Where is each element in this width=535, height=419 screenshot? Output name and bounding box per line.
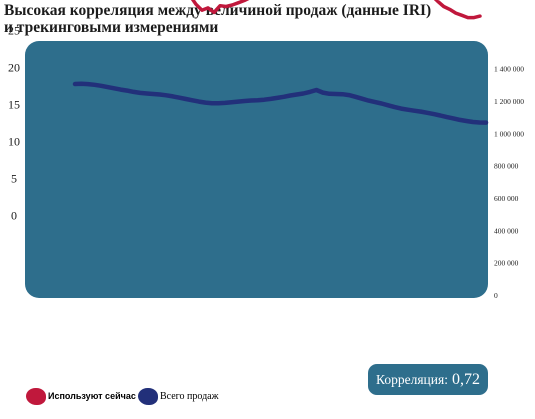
right-tick-label: 600 000 xyxy=(494,194,519,203)
left-tick-label: 25 xyxy=(8,23,20,37)
right-tick-label: 0 xyxy=(494,291,498,300)
right-tick-label: 400 000 xyxy=(494,226,519,235)
left-tick-label: 10 xyxy=(8,134,20,148)
right-tick-label: 1 200 000 xyxy=(494,97,524,106)
correlation-badge: Корреляция: 0,72 xyxy=(368,364,488,395)
legend-swatch-used-now xyxy=(26,387,46,405)
left-tick-label: 0 xyxy=(11,208,17,222)
series-line-total-sales xyxy=(72,81,489,125)
correlation-value: 0,72 xyxy=(451,370,480,388)
legend-label-used-now: Используют сейчас xyxy=(48,391,136,401)
legend-swatch-total-sales xyxy=(138,387,158,405)
legend-item-used-now: Используют сейчас xyxy=(26,384,136,408)
left-tick-label: 15 xyxy=(8,97,20,111)
series-line-used-now xyxy=(190,0,482,20)
right-tick-label: 200 000 xyxy=(494,259,519,268)
right-tick-label: 800 000 xyxy=(494,162,519,171)
left-tick-label: 20 xyxy=(8,60,20,74)
legend-label-total-sales: Всего продаж xyxy=(160,390,219,402)
left-tick-label: 5 xyxy=(11,171,17,185)
correlation-label: Корреляция: xyxy=(376,371,448,387)
plot-area xyxy=(25,41,488,298)
right-tick-label: 1 000 000 xyxy=(494,129,524,138)
right-tick-label: 1 400 000 xyxy=(494,65,524,74)
legend-item-total-sales: Всего продаж xyxy=(138,384,219,408)
title-line-2: и трекинговыми измерениями xyxy=(4,19,219,36)
